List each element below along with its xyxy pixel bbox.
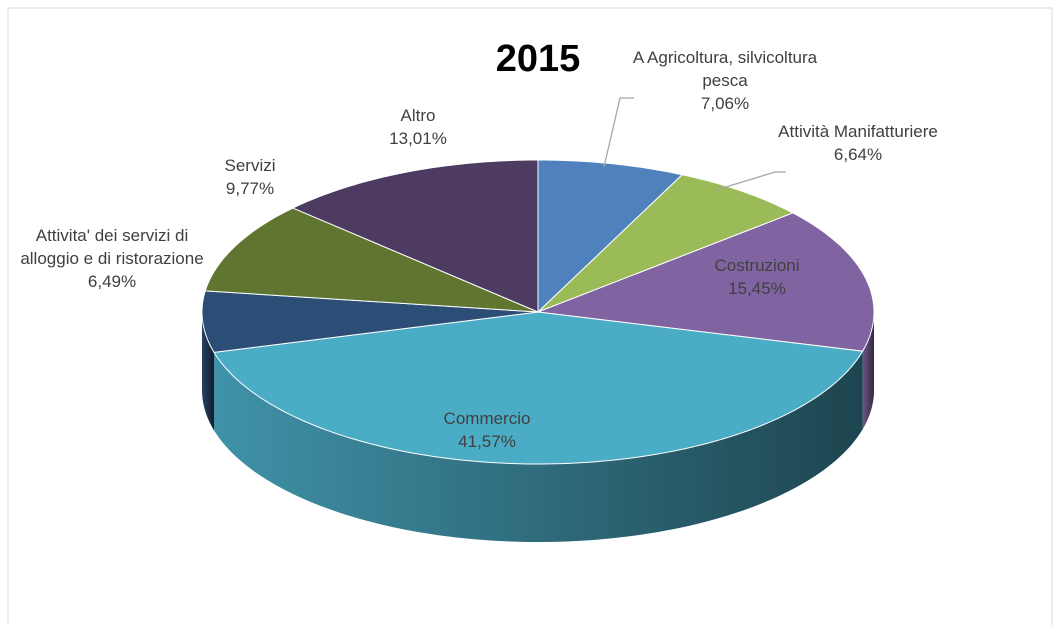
category-label: Costruzioni	[714, 256, 800, 275]
value-label: 7,06%	[700, 94, 750, 113]
leader-line	[715, 171, 786, 191]
slice-side-shade	[202, 312, 215, 431]
leader-line	[603, 97, 634, 168]
category-label: Commercio	[443, 409, 531, 428]
category-label: Attivita' dei servizi di alloggio e di r…	[20, 226, 204, 268]
chart-border	[7, 7, 1053, 625]
chart-title: 2015	[495, 38, 581, 80]
slice	[204, 207, 539, 313]
slice-side-shade	[862, 312, 874, 430]
category-label: Attività Manifatturiere	[778, 122, 938, 141]
slice	[537, 159, 684, 314]
category-label: Altro	[400, 106, 436, 125]
category-label: A Agricoltura, silvicoltura pesca	[632, 48, 818, 90]
slice-label: Servizi 9,77%	[190, 154, 310, 200]
value-label: 13,01%	[389, 129, 447, 148]
slice	[537, 174, 795, 313]
slice-label: Attività Manifatturiere 6,64%	[773, 120, 943, 166]
slice-side-shade	[214, 351, 863, 542]
slice-label: A Agricoltura, silvicoltura pesca 7,06%	[620, 46, 830, 115]
value-label: 9,77%	[225, 179, 275, 198]
slice-label: Altro 13,01%	[358, 104, 478, 150]
slice	[291, 159, 539, 313]
value-label: 15,45%	[728, 279, 786, 298]
slice-label: Commercio 41,57%	[387, 407, 587, 453]
category-label: Servizi	[224, 156, 276, 175]
slice-label: Attivita' dei servizi di alloggio e di r…	[12, 224, 212, 293]
value-label: 6,64%	[833, 145, 883, 164]
slice-label: Costruzioni 15,45%	[682, 254, 832, 300]
value-label: 6,49%	[87, 272, 137, 291]
value-label: 41,57%	[458, 432, 516, 451]
slice	[201, 290, 539, 353]
slice	[213, 311, 864, 465]
slice	[537, 212, 875, 352]
